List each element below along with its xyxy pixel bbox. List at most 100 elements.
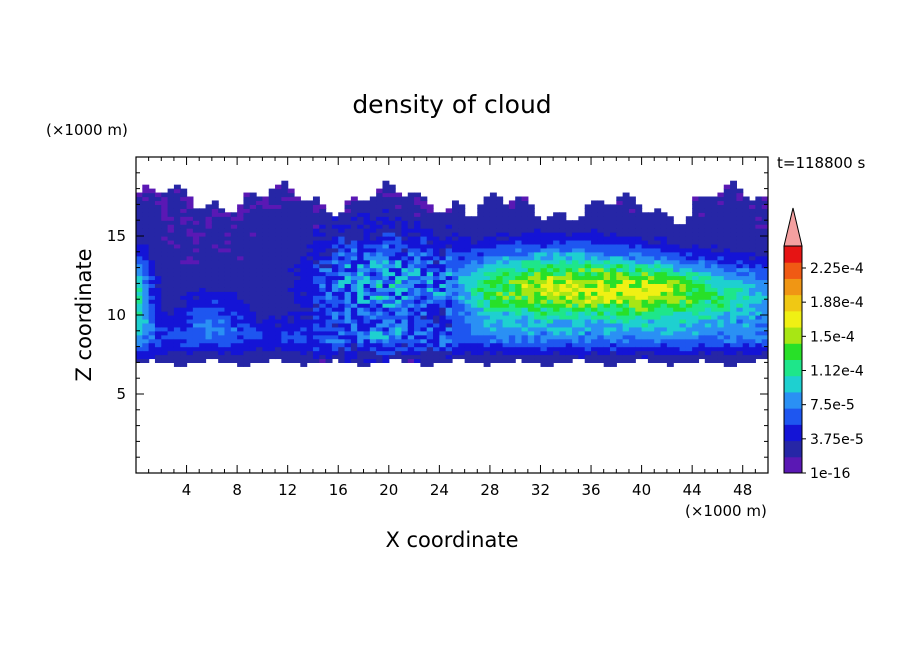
density-cell — [148, 271, 156, 277]
density-cell — [534, 283, 542, 288]
density-cell — [433, 354, 440, 360]
density-cell — [597, 200, 605, 205]
density-cell — [717, 346, 725, 352]
density-cell — [546, 275, 554, 281]
density-cell — [199, 322, 207, 328]
density-cell — [622, 307, 630, 312]
density-cell — [546, 267, 554, 273]
density-cell — [673, 259, 681, 265]
density-cell — [205, 204, 213, 209]
density-cell — [698, 204, 706, 209]
density-cell — [483, 212, 491, 217]
density-cell — [717, 259, 725, 265]
density-cell — [306, 267, 314, 273]
density-cell — [300, 350, 308, 356]
density-cell — [559, 247, 567, 253]
density-cell — [243, 307, 251, 312]
density-cell — [426, 318, 434, 324]
density-cell — [647, 220, 655, 225]
density-cell — [742, 315, 750, 320]
density-cell — [167, 295, 175, 300]
density-cell — [736, 311, 744, 316]
density-cell — [736, 330, 744, 336]
density-cell — [388, 184, 396, 190]
density-cell — [458, 228, 466, 233]
density-cell — [148, 346, 156, 352]
density-cell — [559, 263, 567, 269]
density-cell — [452, 263, 459, 269]
density-cell — [167, 326, 175, 332]
density-cell — [483, 251, 491, 257]
density-cell — [761, 275, 768, 281]
density-cell — [761, 232, 768, 237]
density-cell — [376, 251, 384, 257]
density-cell — [565, 239, 573, 245]
density-cell — [287, 228, 295, 233]
density-cell — [439, 271, 447, 277]
density-cell — [711, 315, 719, 320]
density-cell — [186, 208, 194, 213]
density-cell — [723, 216, 731, 221]
density-cell — [534, 303, 542, 308]
density-cell — [167, 208, 175, 213]
density-cell — [654, 279, 662, 284]
density-cell — [433, 291, 440, 296]
density-cell — [211, 350, 219, 356]
density-cell — [249, 236, 257, 241]
density-cell — [666, 346, 674, 352]
density-cell — [230, 283, 238, 288]
density-cell — [546, 346, 554, 352]
density-cell — [338, 255, 346, 261]
density-cell — [300, 338, 308, 344]
density-cell — [546, 216, 554, 221]
density-cell — [477, 358, 485, 363]
density-cell — [407, 283, 415, 288]
density-cell — [224, 267, 232, 273]
density-cell — [294, 243, 301, 249]
density-cell — [559, 350, 567, 356]
density-cell — [445, 326, 453, 332]
density-cell — [591, 342, 598, 348]
density-cell — [698, 334, 706, 340]
density-cell — [622, 259, 630, 265]
density-cell — [376, 204, 384, 209]
density-cell — [439, 322, 447, 328]
density-cell — [312, 279, 320, 284]
density-cell — [281, 251, 289, 257]
density-cell — [230, 232, 238, 237]
density-cell — [300, 255, 308, 261]
density-cell — [218, 267, 226, 273]
density-cell — [357, 358, 365, 363]
density-cell — [723, 263, 731, 269]
density-cell — [666, 283, 674, 288]
density-cell — [647, 311, 655, 316]
density-cell — [199, 311, 207, 316]
density-cell — [312, 200, 320, 205]
density-cell — [730, 192, 737, 198]
density-cell — [477, 216, 485, 221]
density-cell — [489, 259, 497, 265]
density-cell — [243, 342, 251, 348]
density-cell — [761, 303, 768, 308]
density-cell — [565, 263, 573, 269]
density-cell — [142, 350, 150, 356]
density-cell — [211, 279, 219, 284]
density-cell — [723, 354, 731, 360]
density-cell — [565, 358, 573, 363]
density-cell — [534, 275, 542, 281]
density-cell — [641, 326, 649, 332]
density-cell — [338, 247, 346, 253]
density-cell — [338, 236, 346, 241]
density-cell — [761, 330, 768, 336]
density-cell — [382, 307, 390, 312]
density-cell — [742, 358, 750, 363]
density-cell — [635, 236, 643, 241]
density-cell — [546, 283, 554, 288]
density-cell — [331, 322, 339, 328]
density-cell — [654, 283, 662, 288]
density-cell — [369, 200, 377, 205]
density-cell — [148, 342, 156, 348]
density-cell — [161, 228, 169, 233]
density-cell — [142, 299, 150, 304]
density-cell — [237, 243, 245, 249]
